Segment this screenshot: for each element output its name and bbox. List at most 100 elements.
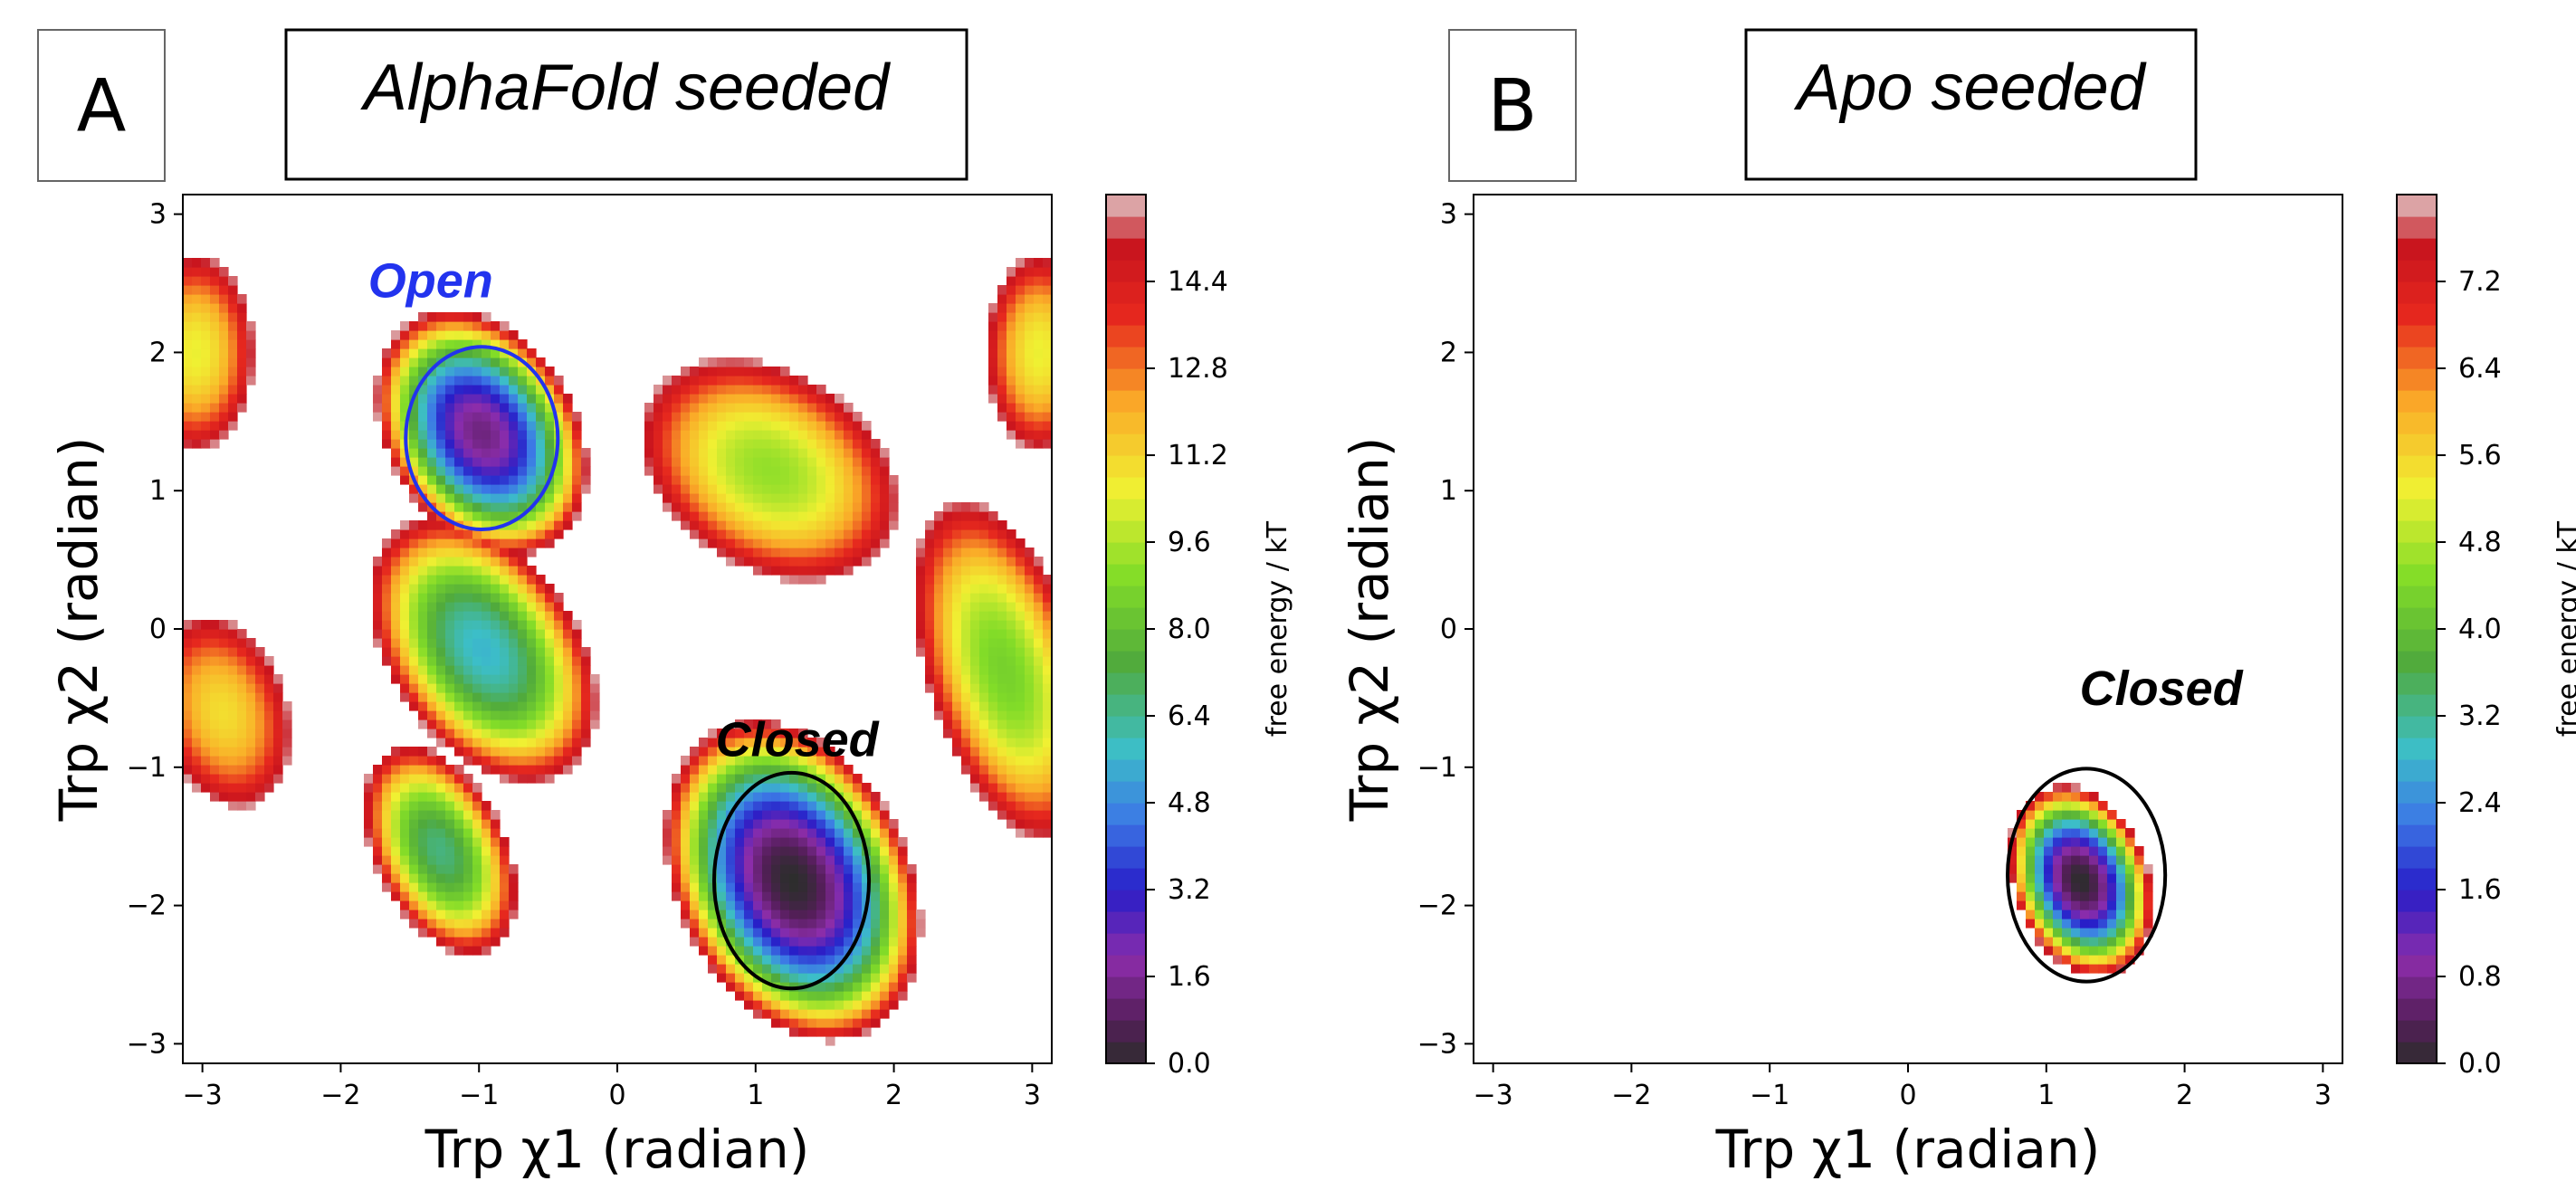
heatmap-cell (463, 475, 473, 485)
heatmap-cell (961, 557, 971, 567)
heatmap-cell (762, 520, 772, 530)
x-tick-label: −2 (320, 1080, 360, 1111)
heatmap-cell (771, 502, 781, 512)
heatmap-cell (1043, 710, 1052, 720)
x-tick-label: −1 (1750, 1080, 1789, 1111)
heatmap-cell (771, 937, 781, 947)
colorbar-band (2397, 955, 2437, 977)
heatmap-cell (536, 538, 546, 548)
heatmap-cell (228, 738, 238, 748)
heatmap-cell (2116, 900, 2126, 910)
heatmap-cell (418, 828, 428, 838)
heatmap-cell (789, 873, 799, 883)
heatmap-cell (997, 801, 1007, 811)
heatmap-cell (663, 430, 673, 440)
colorbar-band (1106, 520, 1146, 543)
heatmap-cell (871, 882, 881, 892)
heatmap-cell (563, 638, 573, 648)
heatmap-cell (735, 729, 745, 738)
heatmap-cell (717, 729, 727, 738)
heatmap-cell (391, 774, 401, 784)
heatmap-cell (2044, 846, 2054, 856)
heatmap-cell (744, 937, 754, 947)
colorbar-tick-label: 3.2 (2458, 700, 2502, 732)
heatmap-cell (282, 738, 292, 748)
heatmap-cell (807, 919, 817, 929)
heatmap-cell (699, 484, 709, 494)
heatmap-cell (1043, 357, 1052, 367)
heatmap-cell (816, 548, 826, 557)
heatmap-cell (853, 493, 863, 503)
heatmap-cell (482, 475, 491, 485)
heatmap-cell (753, 376, 763, 386)
heatmap-cell (997, 557, 1007, 567)
heatmap-cell (835, 891, 844, 901)
heatmap-cell (436, 330, 446, 340)
colorbar-band (2397, 738, 2437, 760)
heatmap-cell (445, 584, 455, 594)
heatmap-cell (825, 493, 835, 503)
heatmap-cell (427, 511, 437, 521)
heatmap-cell (717, 891, 727, 901)
heatmap-cell (2044, 855, 2054, 865)
heatmap-cell (210, 367, 220, 376)
heatmap-cell (726, 837, 736, 847)
heatmap-cell (2053, 882, 2063, 892)
heatmap-cell (427, 412, 437, 422)
heatmap-cell (1043, 629, 1052, 639)
heatmap-cell (518, 747, 528, 757)
heatmap-cell (418, 502, 428, 512)
heatmap-cell (889, 991, 899, 1001)
heatmap-cell (427, 348, 437, 358)
heatmap-cell (409, 783, 419, 793)
heatmap-cell (735, 466, 745, 476)
heatmap-cell (2080, 900, 2090, 910)
heatmap-cell (1034, 611, 1044, 621)
heatmap-cell (463, 339, 473, 349)
heatmap-cell (482, 502, 491, 512)
heatmap-cell (445, 330, 455, 340)
heatmap-cell (545, 765, 555, 775)
heatmap-cell (871, 475, 881, 485)
heatmap-cell (690, 376, 700, 386)
heatmap-cell (436, 719, 446, 729)
heatmap-cell (2044, 873, 2054, 883)
heatmap-cell (744, 448, 754, 458)
heatmap-cell (807, 394, 817, 404)
heatmap-cell (835, 946, 844, 956)
heatmap-cell (853, 964, 863, 974)
heatmap-cell (672, 810, 682, 820)
heatmap-cell (961, 502, 971, 512)
heatmap-cell (2098, 955, 2108, 965)
heatmap-cell (1043, 611, 1052, 621)
heatmap-cell (1034, 276, 1044, 286)
heatmap-cell (844, 475, 854, 485)
heatmap-cell (2125, 891, 2135, 901)
heatmap-cell (463, 674, 473, 684)
x-axis-label: Trp χ1 (radian) (1715, 1119, 2101, 1180)
heatmap-cell (853, 973, 863, 983)
colorbar-band (1106, 1042, 1146, 1064)
heatmap-cell (835, 502, 844, 512)
heatmap-cell (825, 529, 835, 539)
heatmap-cell (463, 430, 473, 440)
heatmap-cell (409, 348, 419, 358)
heatmap-cell (491, 837, 501, 847)
heatmap-cell (2044, 882, 2054, 892)
heatmap-cell (400, 837, 410, 847)
heatmap-cell (472, 846, 482, 856)
heatmap-cell (463, 774, 473, 784)
heatmap-cell (961, 665, 971, 675)
heatmap-cell (1016, 792, 1026, 802)
heatmap-cell (979, 538, 989, 548)
heatmap-cell (2080, 837, 2090, 847)
heatmap-cell (2017, 819, 2027, 829)
heatmap-cell (816, 765, 826, 775)
heatmap-cell (780, 538, 790, 548)
heatmap-cell (418, 819, 428, 829)
heatmap-cell (952, 701, 962, 711)
heatmap-cell (2089, 810, 2099, 820)
heatmap-cell (463, 946, 473, 956)
heatmap-cell (708, 855, 718, 865)
heatmap-cell (934, 629, 944, 639)
